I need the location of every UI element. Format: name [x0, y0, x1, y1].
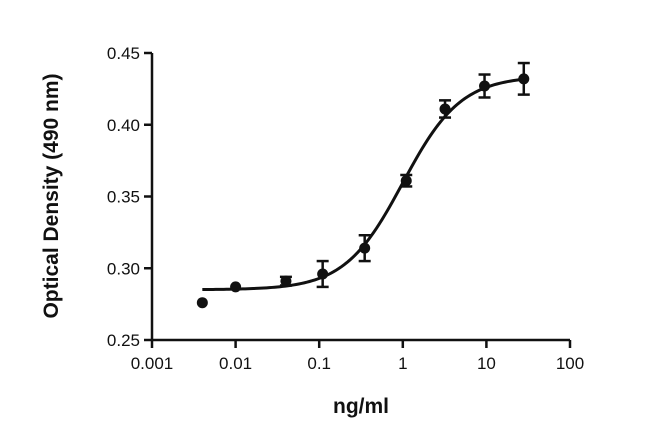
data-point	[439, 103, 451, 115]
data-point	[359, 242, 371, 254]
data-point	[518, 73, 530, 85]
data-point	[479, 80, 491, 92]
y-tick-label: 0.35	[107, 188, 140, 207]
data-point	[280, 275, 292, 287]
x-tick-label: 10	[477, 354, 496, 373]
y-ticks: 0.25 0.30 0.35 0.40 0.45	[107, 44, 152, 350]
x-ticks: 0.001 0.01 0.1 1 10 100	[131, 340, 584, 373]
y-tick-label: 0.40	[107, 116, 140, 135]
fit-curve	[202, 77, 524, 292]
y-axis-title: Optical Density (490 nm)	[40, 73, 63, 318]
y-tick-label: 0.30	[107, 259, 140, 278]
x-tick-label: 0.1	[307, 354, 331, 373]
x-axis-title: ng/ml	[333, 395, 389, 418]
x-tick-label: 0.01	[219, 354, 252, 373]
data-point	[317, 268, 329, 280]
data-point	[196, 297, 208, 309]
x-tick-label: 100	[556, 354, 584, 373]
data-point	[230, 281, 242, 293]
y-tick-label: 0.25	[107, 331, 140, 350]
data-point	[400, 175, 412, 187]
x-tick-label: 1	[398, 354, 407, 373]
y-tick-label: 0.45	[107, 44, 140, 63]
axes	[150, 53, 570, 342]
x-tick-label: 0.001	[131, 354, 174, 373]
data-points	[196, 61, 530, 309]
